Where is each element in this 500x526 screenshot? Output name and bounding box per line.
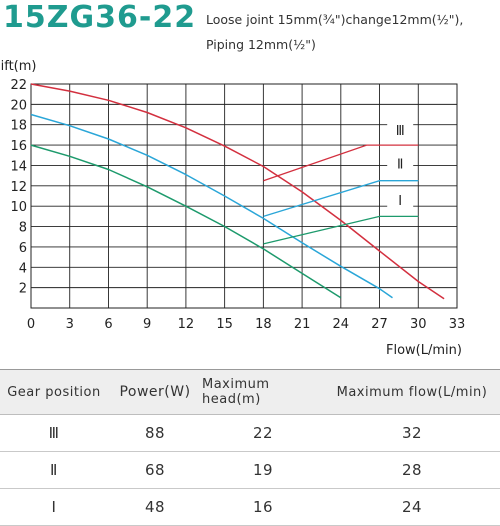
x-tick-label: 27 <box>371 317 388 332</box>
power-cell: 88 <box>144 423 166 442</box>
flow-cell: 32 <box>401 423 423 442</box>
gear-label-bg <box>387 190 414 211</box>
y-tick-label: 10 <box>10 200 27 215</box>
header-max-head: Maximum head(m) <box>202 377 270 407</box>
series-line-1 <box>30 83 445 300</box>
plot-frame <box>30 83 458 309</box>
y-tick-label: 18 <box>10 119 27 134</box>
x-axis-label: Flow(L/min) <box>386 343 462 358</box>
y-tick-label: 4 <box>19 261 27 276</box>
gear-label: Ⅱ <box>397 157 403 172</box>
table-row: Ⅲ 88 22 32 <box>0 414 500 452</box>
x-tick-label: 15 <box>216 317 233 332</box>
power-cell: 48 <box>144 497 166 516</box>
series-line-3 <box>30 144 342 299</box>
x-tick-label: 3 <box>66 317 74 332</box>
model-title: 15ZG36-22 <box>3 0 197 35</box>
head-cell: 19 <box>252 460 274 479</box>
y-tick-label: 16 <box>10 139 27 154</box>
power-cell: 68 <box>144 460 166 479</box>
table-row: Ⅱ 68 19 28 <box>0 451 500 489</box>
flow-cell: 28 <box>401 460 423 479</box>
head-cell: 16 <box>252 497 274 516</box>
joint-note: Loose joint 15mm(¾")change12mm(½"), <box>206 12 464 27</box>
connector-line-2 <box>263 180 419 218</box>
connector-line-3 <box>263 215 419 245</box>
head-cell: 22 <box>252 423 274 442</box>
y-tick-label: 20 <box>10 98 27 113</box>
piping-note: Piping 12mm(½") <box>206 37 316 52</box>
x-tick-label: 6 <box>104 317 112 332</box>
gear-label: Ⅲ <box>396 124 405 139</box>
x-tick-label: 33 <box>449 317 466 332</box>
x-tick-label: 18 <box>255 317 272 332</box>
gear-cell: Ⅱ <box>50 460 58 479</box>
connector-line-1 <box>263 144 419 182</box>
y-tick-label: 12 <box>10 180 27 195</box>
gear-label: Ⅰ <box>398 194 402 209</box>
gear-label-bg <box>387 153 414 174</box>
chart-labels: Ⅲ Ⅱ Ⅰ <box>387 119 414 211</box>
x-tick-label: 24 <box>333 317 350 332</box>
chart-series <box>30 83 445 300</box>
y-tick-label: 14 <box>10 159 27 174</box>
table-header-row: Gear position Power(W) Maximum head(m) M… <box>0 369 500 415</box>
x-tick-label: 21 <box>294 317 311 332</box>
header-gear-position: Gear position <box>7 384 101 400</box>
y-tick-label: 22 <box>10 78 27 93</box>
table-row: Ⅰ 48 16 24 <box>0 488 500 526</box>
gear-cell: Ⅲ <box>48 423 60 442</box>
header-power: Power(W) <box>119 384 191 400</box>
y-axis-label: lift(m) <box>0 59 36 74</box>
x-tick-label: 30 <box>410 317 427 332</box>
gear-label-bg <box>387 119 414 140</box>
y-tick-label: 2 <box>19 282 27 297</box>
x-tick-label: 12 <box>178 317 195 332</box>
y-tick-label: 6 <box>19 241 27 256</box>
flow-cell: 24 <box>401 497 423 516</box>
y-tick-label: 8 <box>19 221 27 236</box>
gear-cell: Ⅰ <box>51 497 57 516</box>
header-max-flow: Maximum flow(L/min) <box>336 384 488 400</box>
x-tick-label: 0 <box>27 317 35 332</box>
series-line-2 <box>30 113 393 299</box>
x-tick-label: 9 <box>143 317 151 332</box>
